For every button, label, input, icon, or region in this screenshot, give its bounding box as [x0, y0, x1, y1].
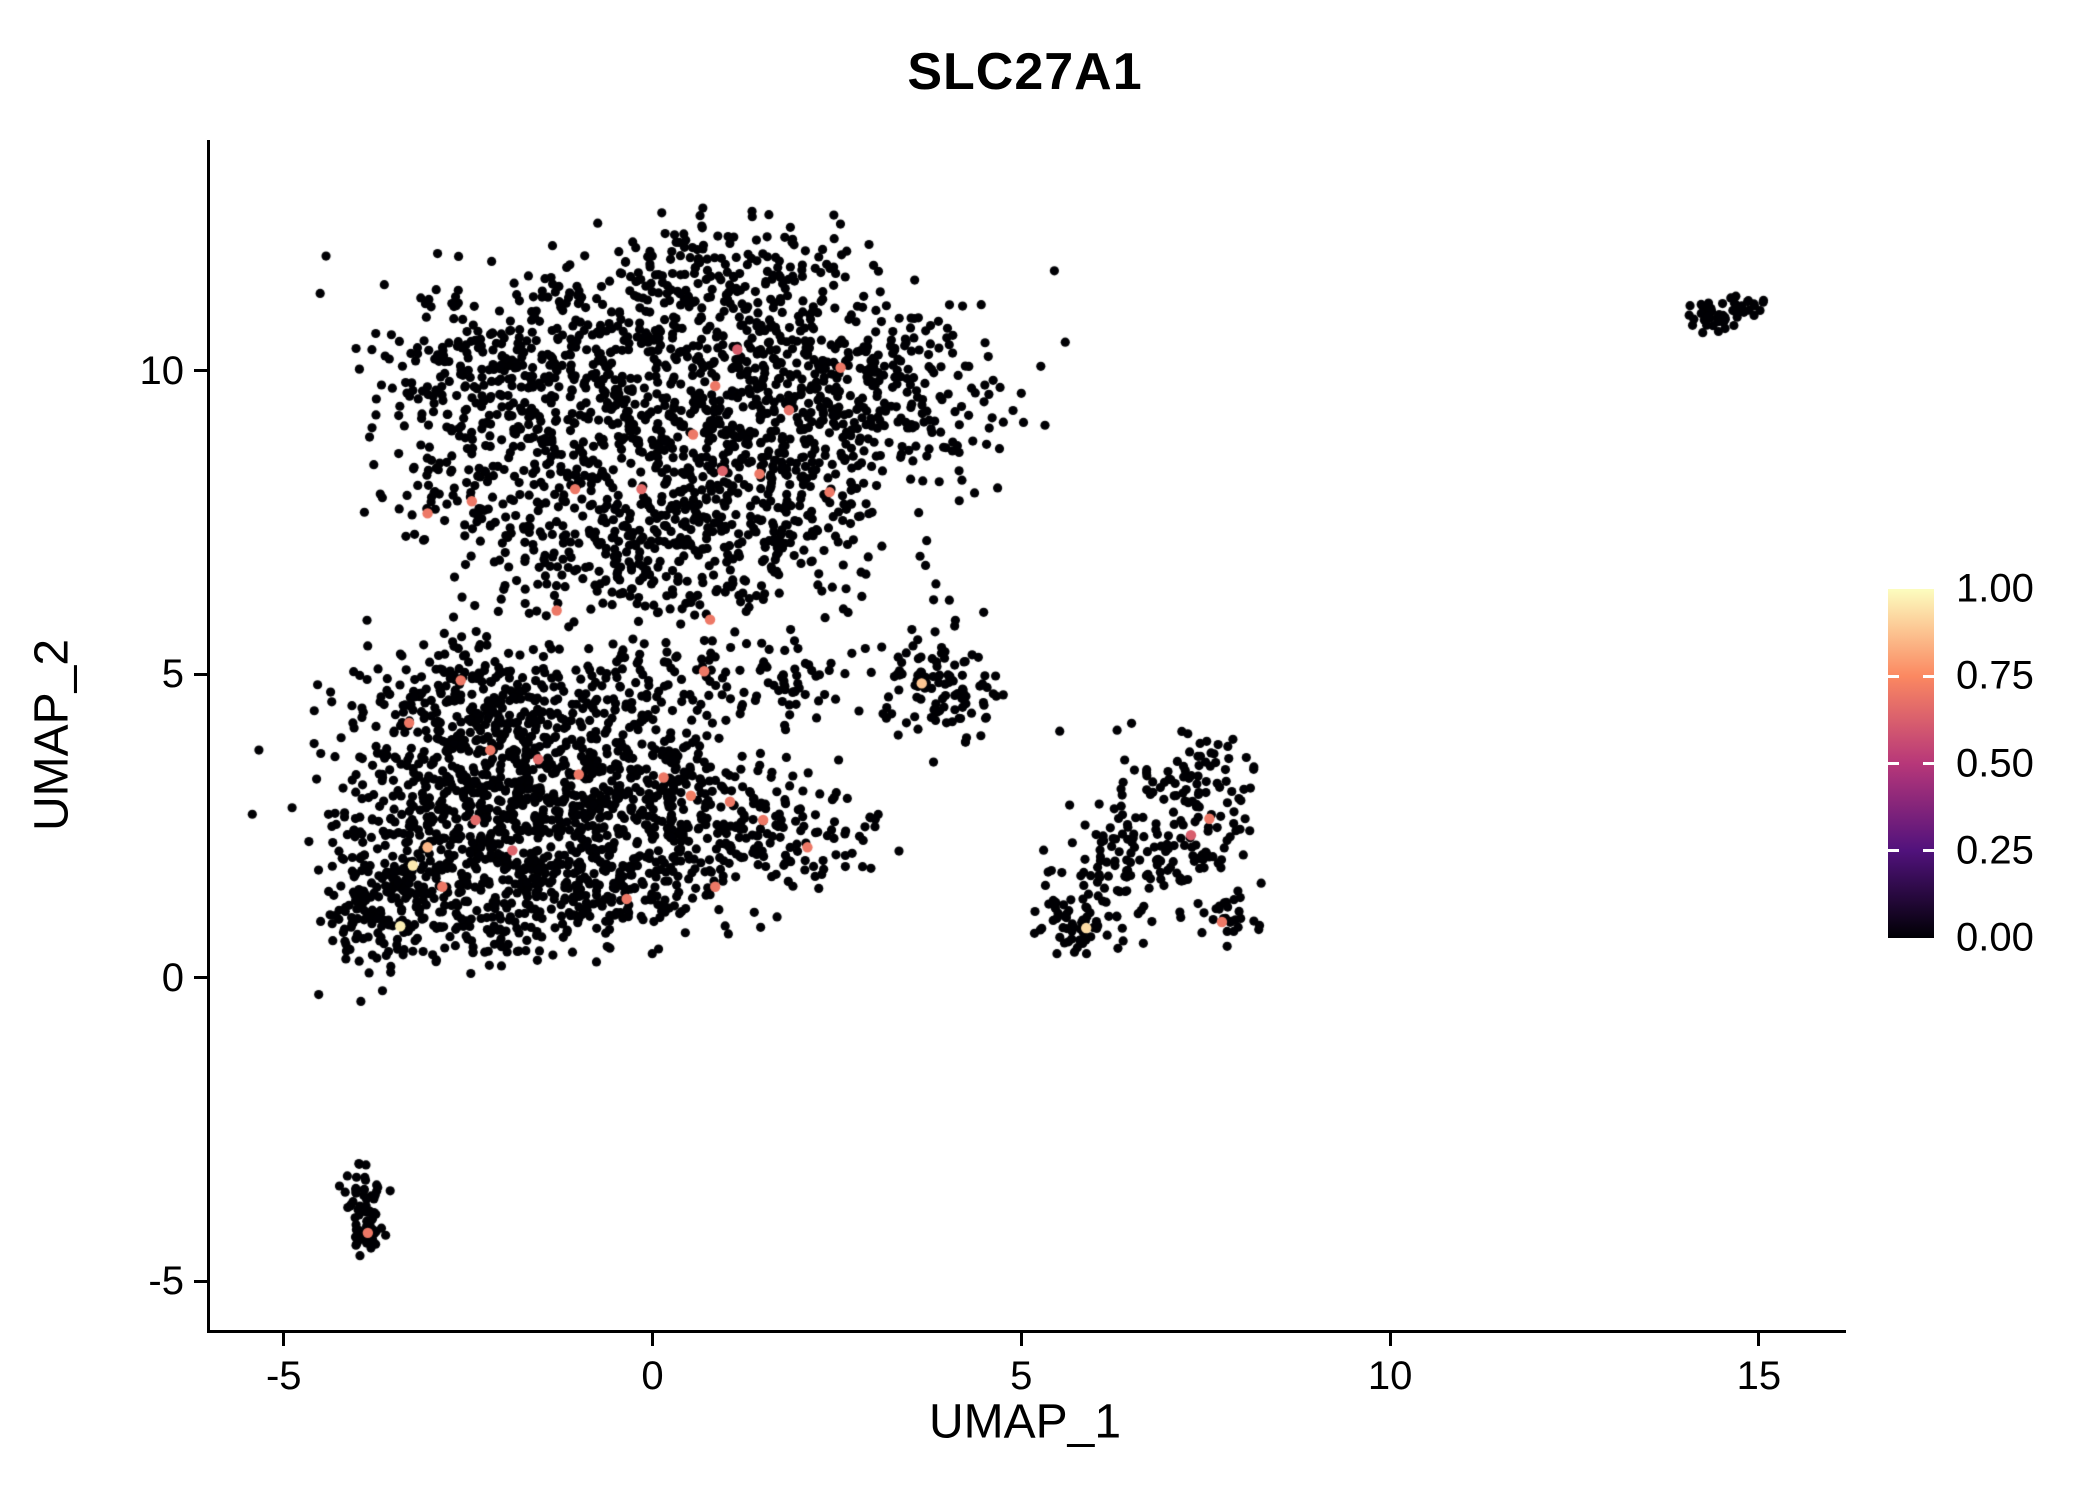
legend-break-label: 0.75 — [1956, 653, 2034, 698]
legend-break-label: 0.50 — [1956, 741, 2034, 785]
legend-break-tick — [1923, 849, 1934, 853]
legend-break-label: 1.00 — [1956, 566, 2034, 611]
x-tick-label: 15 — [1736, 1354, 1782, 1398]
x-tick-label: 0 — [641, 1354, 664, 1398]
y-axis-title: UMAP_2 — [25, 638, 79, 832]
scatter-points-canvas — [210, 140, 1840, 1330]
y-tick-mark — [194, 672, 207, 676]
x-tick-label: -5 — [265, 1354, 302, 1398]
legend-break-tick — [1923, 674, 1934, 678]
y-tick-label: 0 — [161, 955, 184, 1000]
legend-break-tick — [1888, 849, 1899, 853]
x-tick-mark — [282, 1333, 286, 1346]
x-tick-label: 5 — [1010, 1354, 1033, 1398]
x-tick-mark — [1757, 1333, 1761, 1346]
y-tick-mark — [194, 1279, 207, 1283]
x-axis-title: UMAP_1 — [928, 1395, 1122, 1449]
y-tick-label: 10 — [139, 348, 185, 393]
y-tick-label: 5 — [161, 652, 184, 697]
y-axis-line — [207, 140, 210, 1333]
y-tick-mark — [194, 369, 207, 373]
x-tick-mark — [1019, 1333, 1023, 1346]
x-tick-label: 10 — [1367, 1354, 1413, 1398]
legend-break-tick — [1888, 762, 1899, 765]
legend-break-label: 0.00 — [1956, 915, 2034, 960]
legend-break-tick — [1888, 674, 1899, 678]
y-tick-mark — [194, 976, 207, 980]
x-tick-mark — [1388, 1333, 1392, 1346]
x-tick-mark — [651, 1333, 655, 1346]
legend-break-tick — [1923, 762, 1934, 765]
plot-title: SLC27A1 — [907, 43, 1143, 101]
legend-break-label: 0.25 — [1956, 828, 2034, 873]
y-tick-label: -5 — [148, 1259, 184, 1304]
x-axis-line — [207, 1330, 1846, 1333]
